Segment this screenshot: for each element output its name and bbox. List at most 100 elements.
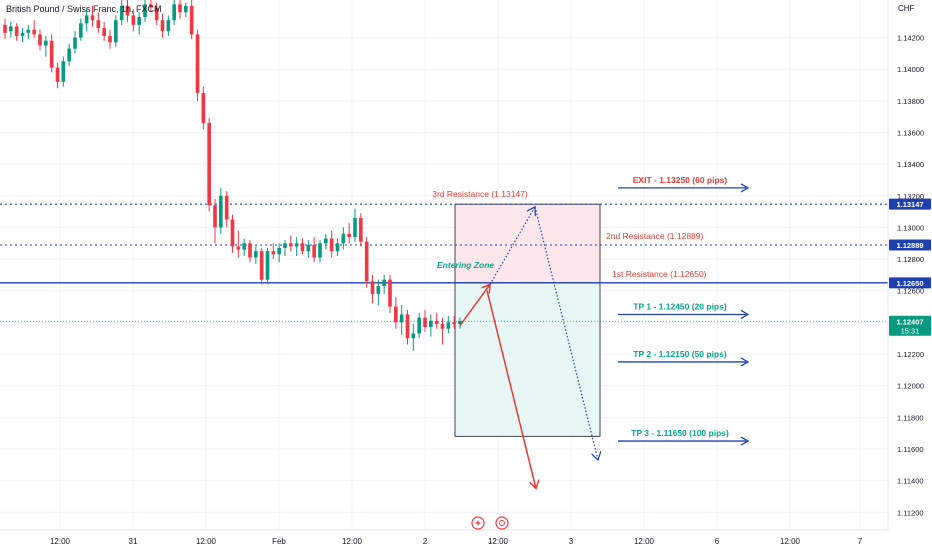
level-price-text: 1.12407 — [896, 317, 923, 326]
candle-body — [411, 333, 416, 339]
bearish-arrow — [486, 290, 536, 488]
price-tick-label: 1.12600 — [897, 287, 924, 296]
level-price-tag — [889, 198, 931, 210]
time-tick-label: 12:00 — [342, 537, 363, 546]
candle-body — [335, 243, 340, 252]
price-axis: 1.11200 1.11400 1.11600 1.11800 1.12000 1.122… — [897, 34, 924, 518]
price-tick-label: 1.13200 — [897, 192, 924, 201]
level-price-tag — [889, 277, 931, 289]
time-axis: 12:00 31 12:00 Feb 12:00 2 12:00 3 12:00 6 12:00 7 — [50, 537, 863, 546]
price-tick-label: 1.14200 — [897, 34, 924, 43]
candle-body — [429, 320, 433, 328]
candles — [3, 0, 462, 351]
currency-label: CHF — [898, 4, 915, 13]
candle-body — [61, 61, 66, 82]
candle-body — [125, 5, 130, 16]
candle-body — [294, 243, 299, 247]
candle-body — [353, 217, 357, 237]
candle-body — [359, 217, 363, 242]
tp2-target-label: TP 2 - 1.12150 (50 pips) — [633, 349, 727, 359]
candle-body — [283, 243, 287, 249]
price-tick-label: 1.11600 — [897, 445, 924, 454]
level-price-text: 1.12889 — [896, 241, 923, 250]
price-tick-label: 1.13400 — [897, 160, 924, 169]
time-tick-label: Feb — [272, 537, 286, 546]
candle-body — [324, 238, 328, 244]
candle-body — [277, 248, 281, 255]
candle-body — [434, 320, 439, 324]
candle-body — [90, 15, 95, 21]
replay-icon[interactable] — [471, 516, 485, 530]
candle-body — [172, 4, 176, 21]
candle-body — [207, 123, 211, 206]
entering-zone-label: Entering Zone — [437, 260, 494, 270]
price-axis-bg — [888, 0, 932, 550]
level-price-text: 1.13147 — [896, 200, 923, 209]
tp1-target-arrowhead — [740, 309, 750, 320]
level-price-tag — [889, 315, 931, 336]
candle-body — [108, 35, 112, 43]
countdown-text: 15:31 — [901, 326, 920, 335]
entry-arrow — [459, 284, 490, 326]
bullish-dotted-arrow — [489, 207, 535, 285]
candle-body — [55, 67, 60, 82]
price-tick-label: 1.13600 — [897, 129, 924, 138]
candle-body — [79, 23, 83, 38]
candle-body — [452, 322, 456, 324]
candle-body — [265, 251, 270, 280]
candle-body — [3, 24, 7, 33]
candle-body — [137, 16, 141, 25]
resistance-3-label: 3rd Resistance (1.13147) — [432, 189, 528, 199]
candle-body — [219, 195, 223, 228]
candle-body — [178, 4, 182, 13]
candle-body — [341, 233, 346, 244]
candle-body — [131, 15, 136, 25]
candle-body — [347, 233, 351, 237]
candle-body — [49, 40, 54, 68]
candle-body — [102, 28, 106, 36]
candle-body — [96, 20, 101, 29]
candle-body — [370, 281, 375, 294]
candle-body — [382, 279, 386, 286]
lower-zone-box — [454, 282, 601, 437]
candle-body — [224, 195, 229, 220]
candle-body — [254, 251, 258, 258]
time-tick-label: 12:00 — [488, 537, 509, 546]
candle-body — [154, 7, 159, 21]
candle-body — [289, 243, 293, 247]
exit-target-arrowhead — [740, 183, 750, 193]
resistance-levels — [0, 203, 888, 322]
grid — [0, 0, 888, 530]
candle-body — [184, 5, 188, 13]
candle-body — [271, 251, 276, 255]
crosshair-icon[interactable] — [495, 516, 509, 530]
price-tick-label: 1.13000 — [897, 223, 924, 232]
candle-body — [201, 92, 206, 124]
candle-body — [306, 244, 311, 252]
candle-body — [26, 29, 31, 33]
resistance-1-label: 1st Resistance (1.12650) — [612, 269, 707, 279]
candle-body — [195, 34, 200, 93]
price-tick-label: 1.14000 — [897, 65, 924, 74]
candle-body — [312, 244, 316, 258]
time-tick-label: 31 — [129, 537, 138, 546]
candle-body — [259, 251, 264, 280]
candle-body — [364, 241, 369, 282]
candle-body — [423, 317, 427, 328]
upper-zone-box — [454, 203, 601, 284]
candle-body — [248, 243, 252, 258]
candle-body — [14, 26, 19, 36]
candle-body — [405, 314, 410, 339]
candle-body — [388, 279, 392, 307]
candle-body — [300, 243, 305, 252]
candle-body — [114, 20, 118, 43]
candle-body — [73, 37, 77, 49]
level-price-tag — [889, 239, 931, 251]
resistance-2-label: 2nd Resistance (1.12889) — [606, 231, 704, 241]
price-tick-label: 1.12000 — [897, 382, 924, 391]
candle-body — [236, 246, 241, 250]
candle-body — [376, 285, 381, 294]
